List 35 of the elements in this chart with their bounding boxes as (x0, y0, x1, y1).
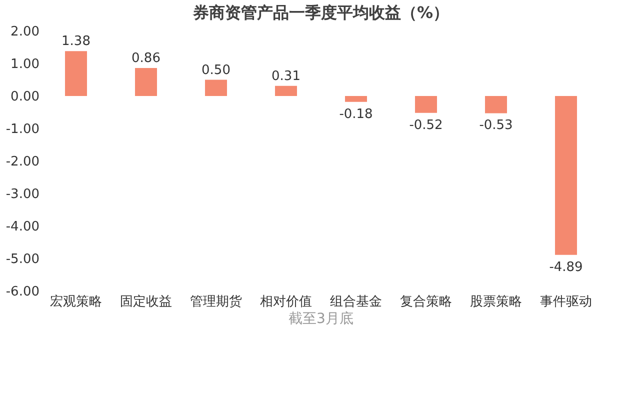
data-label: -0.18 (339, 106, 373, 122)
y-tick-label: -4.00 (6, 220, 40, 234)
x-tick-label: 复合策略 (400, 294, 452, 310)
text: 截至3月底 (288, 311, 354, 327)
y-tick-label: -5.00 (6, 252, 40, 267)
x-tick-label: 股票策略 (470, 294, 522, 310)
bar (415, 96, 437, 113)
bar (485, 96, 507, 114)
x-tick-label: 宏观策略 (50, 294, 102, 310)
y-tick-label: -1.00 (6, 122, 40, 137)
y-tick-label: -2.00 (6, 154, 40, 170)
bar (555, 96, 577, 255)
y-tick-label: 1.00 (10, 57, 40, 72)
data-label: -4.89 (549, 260, 583, 275)
data-label: 0.50 (202, 62, 230, 78)
y-tick-label: 2.00 (10, 24, 40, 40)
y-tick-label: -6.00 (6, 284, 40, 300)
x-tick-label: 相对价值 (260, 294, 312, 310)
x-tick-label: 组合基金 (330, 294, 382, 310)
data-label: 1.38 (62, 34, 90, 50)
bar (345, 96, 367, 102)
bar (275, 86, 297, 96)
y-tick-label: 0.00 (10, 90, 40, 104)
x-tick-label: 事件驱动 (540, 294, 592, 310)
chart-title: 券商资管产品一季度平均收益（%） (192, 3, 450, 22)
bar (135, 68, 157, 96)
x-tick-label: 固定收益 (120, 294, 172, 310)
data-label: 0.86 (132, 51, 160, 66)
bar (205, 80, 227, 96)
data-label: 0.31 (272, 68, 300, 84)
x-tick-label: 管理期货 (190, 294, 242, 310)
bar (65, 51, 87, 96)
data-label: -0.52 (409, 118, 443, 133)
y-tick-label: -3.00 (6, 187, 40, 202)
data-label: -0.53 (479, 118, 513, 134)
